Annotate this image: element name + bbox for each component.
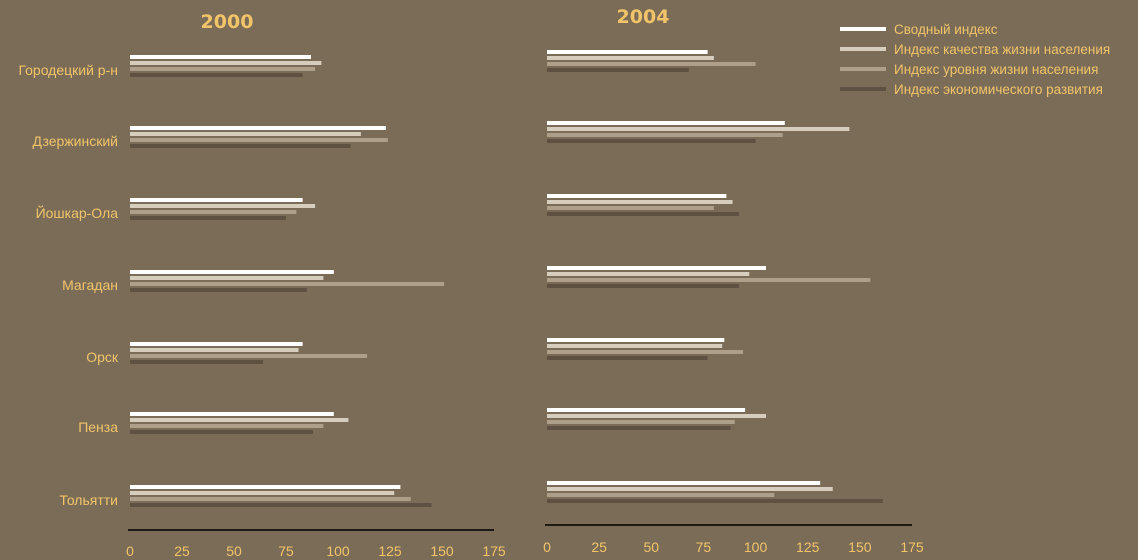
bar	[130, 126, 386, 130]
bar	[130, 204, 316, 208]
bar	[547, 194, 727, 198]
bar	[130, 485, 401, 489]
x-tick-label: 0	[543, 539, 551, 555]
x-tick-label: 75	[696, 539, 712, 555]
bar	[130, 491, 395, 495]
bar	[547, 68, 689, 72]
category-label: Тольятти	[59, 492, 118, 508]
category-label: Йошкар-Ола	[36, 204, 119, 221]
bar	[130, 342, 303, 346]
bar	[547, 284, 739, 288]
bar	[130, 497, 411, 501]
bar	[547, 344, 723, 348]
bar	[547, 200, 733, 204]
panel-title: 2000	[201, 11, 254, 33]
bar	[547, 206, 714, 210]
bar	[547, 127, 850, 131]
bar	[547, 338, 725, 342]
x-tick-label: 50	[226, 543, 242, 559]
legend-label: Индекс уровня жизни населения	[894, 62, 1098, 77]
legend-label: Индекс экономического развития	[894, 82, 1103, 97]
bar	[130, 288, 307, 292]
bar	[547, 266, 766, 270]
bar	[547, 212, 739, 216]
bar	[547, 133, 783, 137]
bar	[547, 62, 756, 66]
bar	[130, 138, 388, 142]
bar	[547, 56, 714, 60]
bar	[547, 487, 833, 491]
category-label: Дзержинский	[33, 133, 118, 149]
x-tick-label: 100	[744, 539, 768, 555]
x-tick-label: 175	[900, 539, 924, 555]
bar	[547, 356, 708, 360]
bar	[130, 144, 351, 148]
bar	[130, 360, 264, 364]
legend-swatch	[840, 27, 886, 31]
x-tick-label: 125	[378, 543, 402, 559]
bar	[130, 198, 303, 202]
bar	[130, 354, 368, 358]
x-tick-label: 150	[848, 539, 872, 555]
legend-label: Индекс качества жизни населения	[894, 42, 1110, 57]
bar	[547, 278, 871, 282]
x-tick-label: 150	[430, 543, 454, 559]
category-label: Городецкий р-н	[18, 62, 118, 78]
bar	[130, 430, 313, 434]
x-tick-label: 50	[643, 539, 659, 555]
bar	[547, 272, 750, 276]
bar	[130, 282, 445, 286]
x-tick-label: 75	[278, 543, 294, 559]
bar	[547, 499, 883, 503]
x-tick-label: 125	[796, 539, 820, 555]
panel-title: 2004	[617, 6, 670, 28]
bar	[130, 424, 324, 428]
legend-swatch	[840, 87, 886, 91]
bar	[547, 420, 735, 424]
bar	[547, 139, 756, 143]
bar	[547, 121, 785, 125]
x-tick-label: 100	[326, 543, 350, 559]
x-tick-label: 175	[482, 543, 506, 559]
category-label: Орск	[86, 349, 119, 365]
bar	[547, 414, 766, 418]
x-tick-label: 25	[591, 539, 607, 555]
legend: Сводный индекс Индекс качества жизни насе…	[840, 22, 1110, 97]
bar	[547, 350, 744, 354]
category-label: Магадан	[62, 277, 118, 293]
x-tick-label: 0	[126, 543, 134, 559]
bar	[130, 418, 349, 422]
category-labels: Городецкий р-н Дзержинский Йошкар-Ола Магад…	[18, 62, 118, 508]
category-label: Пенза	[78, 419, 118, 435]
bar	[130, 503, 432, 507]
bar	[130, 61, 322, 65]
bar	[130, 348, 299, 352]
bar	[547, 408, 746, 412]
bar	[130, 276, 324, 280]
legend-swatch	[840, 47, 886, 51]
x-tick-label: 25	[174, 543, 190, 559]
bar	[130, 216, 286, 220]
legend-label: Сводный индекс	[894, 22, 998, 37]
bar	[130, 67, 316, 71]
bar	[130, 73, 303, 77]
bar	[547, 50, 708, 54]
bar	[547, 426, 731, 430]
bar	[130, 270, 334, 274]
chart-panel-2004: 2004 0 25 50 75 100 125 150 175	[543, 6, 924, 555]
legend-swatch	[840, 67, 886, 71]
bar	[130, 412, 334, 416]
chart-panel-2000: 2000 0 25 50 75 100 125 150 175	[126, 11, 506, 559]
bar	[130, 210, 297, 214]
bar	[547, 481, 821, 485]
bar	[130, 55, 311, 59]
bar	[130, 132, 361, 136]
bar	[547, 493, 775, 497]
